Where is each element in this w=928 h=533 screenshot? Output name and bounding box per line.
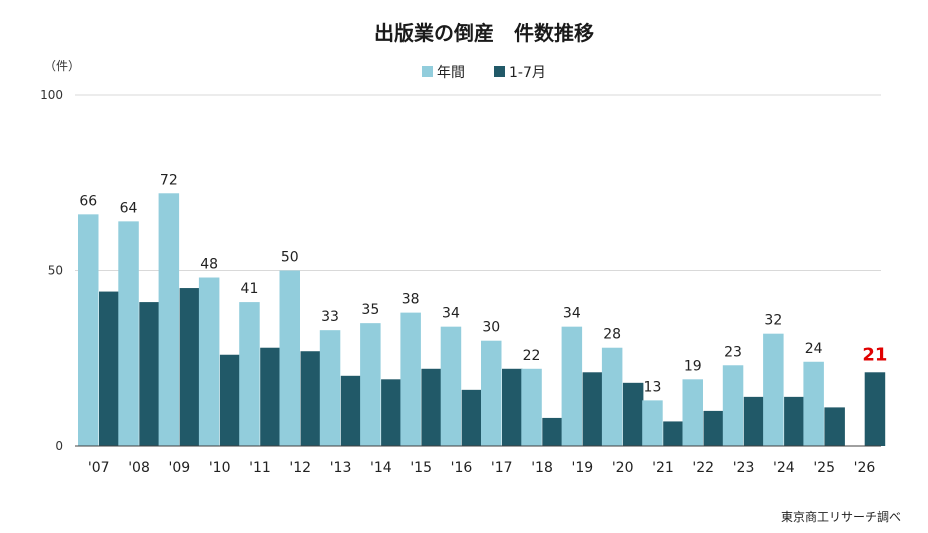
bar-jan-jul <box>622 382 644 446</box>
x-tick-label: '22 <box>692 460 714 476</box>
data-label-annual: 19 <box>684 358 702 374</box>
bar-annual <box>360 323 381 446</box>
bar-annual <box>440 326 462 446</box>
y-tick-label: 0 <box>55 439 63 453</box>
bar-annual <box>158 193 180 446</box>
y-tick-label: 50 <box>48 264 63 278</box>
x-tick-label: '12 <box>289 460 311 476</box>
data-label-annual: 48 <box>200 257 218 273</box>
data-label-annual: 23 <box>724 344 742 360</box>
chart-title: 出版業の倒産 件数推移 <box>374 21 594 45</box>
data-label-annual: 28 <box>603 327 621 343</box>
bar-jan-jul <box>421 368 442 446</box>
x-tick-label: '09 <box>169 460 191 476</box>
y-axis-ticks: 0 50 100 <box>40 88 63 453</box>
bar-jan-jul <box>864 372 886 446</box>
legend-swatch-jan-jul <box>494 66 505 77</box>
x-tick-label: '25 <box>813 460 835 476</box>
data-label-annual: 72 <box>160 172 178 188</box>
bar-jan-jul <box>461 389 483 446</box>
bar-jan-jul <box>663 421 684 446</box>
x-tick-label: '10 <box>209 460 231 476</box>
bar-jan-jul <box>179 288 201 446</box>
data-label-annual: 41 <box>241 281 259 297</box>
bar-annual <box>601 347 623 446</box>
data-label-annual: 32 <box>764 313 782 329</box>
x-tick-label: '16 <box>451 460 473 476</box>
x-tick-label: '20 <box>612 460 634 476</box>
bar-annual <box>642 400 663 446</box>
bar-annual <box>521 368 542 446</box>
bar-annual <box>481 340 502 446</box>
data-label-highlight: 21 <box>862 344 887 365</box>
bar-annual <box>239 302 260 446</box>
bar-jan-jul <box>582 372 604 446</box>
bar-annual <box>722 365 744 446</box>
bar-jan-jul <box>703 410 724 446</box>
bar-jan-jul <box>542 417 563 446</box>
bar-jan-jul <box>381 379 402 446</box>
y-tick-label: 100 <box>40 88 63 102</box>
x-tick-label: '18 <box>531 460 553 476</box>
bar-jan-jul <box>139 302 160 446</box>
data-label-annual: 50 <box>281 250 299 266</box>
bar-jan-jul <box>502 368 523 446</box>
bar-jan-jul <box>219 354 241 446</box>
data-label-annual: 34 <box>563 306 581 322</box>
bar-jan-jul <box>340 375 362 446</box>
x-tick-label: '23 <box>733 460 755 476</box>
x-tick-label: '24 <box>773 460 795 476</box>
y-axis-unit-label: （件） <box>44 59 80 73</box>
x-tick-label: '21 <box>652 460 674 476</box>
x-tick-label: '15 <box>410 460 432 476</box>
x-axis-ticks: '07 '08 '09 '10 '11 '12 '13 '14 '15 '16 '17 '18 '19 '… <box>88 460 875 476</box>
bar-jan-jul <box>300 351 321 446</box>
bar-annual <box>561 326 583 446</box>
data-label-annual: 22 <box>523 348 541 364</box>
data-label-annual: 35 <box>361 302 379 318</box>
bar-annual <box>763 333 784 446</box>
bar-annual <box>319 330 341 446</box>
x-tick-label: '19 <box>572 460 594 476</box>
x-tick-label: '07 <box>88 460 110 476</box>
source-note: 東京商工リサーチ調べ <box>781 509 901 524</box>
legend-swatch-annual <box>422 66 433 77</box>
bar-annual <box>279 270 300 446</box>
data-labels: 66 64 72 48 41 50 33 35 38 34 30 22 34 28 13 19 23 32 24 21 <box>79 172 887 395</box>
bar-jan-jul <box>99 291 120 446</box>
data-label-annual: 30 <box>482 320 500 336</box>
x-tick-label: '08 <box>128 460 150 476</box>
legend: 年間 1-7月 <box>422 65 546 81</box>
bar-annual <box>682 379 703 446</box>
x-tick-label: '13 <box>330 460 352 476</box>
x-tick-label: '14 <box>370 460 392 476</box>
data-label-annual: 24 <box>805 341 823 357</box>
bar-annual <box>803 361 824 446</box>
bar-jan-jul <box>743 396 765 446</box>
data-label-annual: 64 <box>120 200 138 216</box>
gridlines <box>75 94 881 271</box>
data-label-annual: 38 <box>402 292 420 308</box>
x-tick-label: '26 <box>854 460 876 476</box>
bar-annual <box>400 312 421 446</box>
bar-jan-jul <box>784 396 805 446</box>
bar-annual <box>118 221 139 446</box>
legend-label-jan-jul: 1-7月 <box>509 65 546 81</box>
data-label-annual: 33 <box>321 309 339 325</box>
bar-jan-jul <box>260 347 281 446</box>
bar-annual <box>198 277 220 446</box>
legend-label-annual: 年間 <box>437 65 465 81</box>
x-tick-label: '11 <box>249 460 271 476</box>
data-label-annual: 34 <box>442 306 460 322</box>
bar-jan-jul <box>824 407 845 446</box>
bars <box>78 193 886 446</box>
data-label-annual: 13 <box>644 379 662 395</box>
x-tick-label: '17 <box>491 460 513 476</box>
data-label-annual: 66 <box>79 193 97 209</box>
bar-annual <box>78 214 99 446</box>
